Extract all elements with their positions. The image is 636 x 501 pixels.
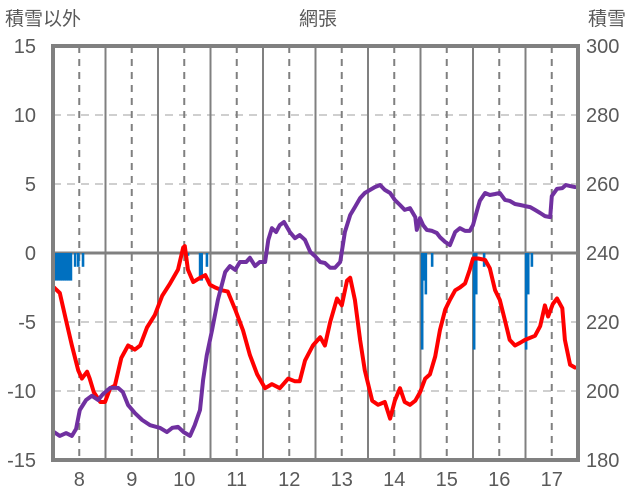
x-tick-label: 13 — [331, 469, 353, 491]
left-tick-label: -15 — [7, 450, 36, 472]
x-tick-label: 8 — [74, 469, 85, 491]
x-tick-label: 10 — [173, 469, 195, 491]
plot-border — [51, 44, 580, 462]
bar — [54, 253, 58, 281]
bar — [67, 253, 71, 281]
bar — [422, 253, 426, 281]
tick-labels: 15 10 5 0 -5 -10 -15 300 280 260 240 220 200 180 8 9 10 1… — [7, 36, 619, 491]
chart-title: 網張 — [299, 8, 337, 30]
left-axis-title: 積雪以外 — [5, 8, 81, 30]
purple-line — [52, 183, 577, 438]
right-tick-label: 300 — [586, 36, 619, 58]
line-series — [52, 183, 577, 438]
bar — [524, 253, 528, 350]
bar — [530, 253, 534, 267]
bar — [63, 253, 66, 281]
bar — [69, 253, 73, 281]
right-tick-label: 200 — [586, 381, 619, 403]
x-tick-label: 9 — [126, 469, 137, 491]
bar — [205, 253, 209, 267]
bar — [59, 253, 62, 281]
left-tick-label: -5 — [18, 312, 36, 334]
right-tick-label: 240 — [586, 243, 619, 265]
bar — [73, 253, 77, 267]
bar — [200, 253, 203, 281]
left-tick-label: 15 — [14, 36, 36, 58]
x-tick-label: 12 — [278, 469, 300, 491]
x-tick-label: 15 — [436, 469, 458, 491]
bar — [430, 253, 434, 267]
x-tick-label: 17 — [541, 469, 563, 491]
bar — [77, 253, 80, 267]
left-tick-label: -10 — [7, 381, 36, 403]
left-tick-label: 5 — [25, 174, 36, 196]
bar — [186, 253, 190, 256]
right-axis-title: 積雪 — [588, 8, 626, 30]
x-tick-label: 16 — [488, 469, 510, 491]
bar — [424, 253, 428, 295]
left-tick-label: 0 — [25, 243, 36, 265]
bar — [526, 253, 530, 295]
bar — [61, 253, 64, 281]
bar — [65, 253, 69, 281]
bar — [81, 253, 85, 267]
right-tick-label: 260 — [586, 174, 619, 196]
bar — [198, 253, 202, 281]
x-tick-label: 14 — [383, 469, 405, 491]
plot-frame — [51, 44, 580, 462]
gridlines — [53, 46, 578, 460]
red-line — [52, 244, 577, 421]
bar — [474, 253, 478, 295]
bar-series — [52, 253, 534, 350]
x-tick-label: 11 — [226, 469, 247, 491]
bar — [57, 253, 60, 281]
right-tick-label: 180 — [586, 450, 619, 472]
right-tick-label: 280 — [586, 105, 619, 127]
bar — [472, 253, 476, 350]
bar — [420, 253, 424, 350]
right-tick-label: 220 — [586, 312, 619, 334]
left-tick-label: 10 — [14, 105, 36, 127]
